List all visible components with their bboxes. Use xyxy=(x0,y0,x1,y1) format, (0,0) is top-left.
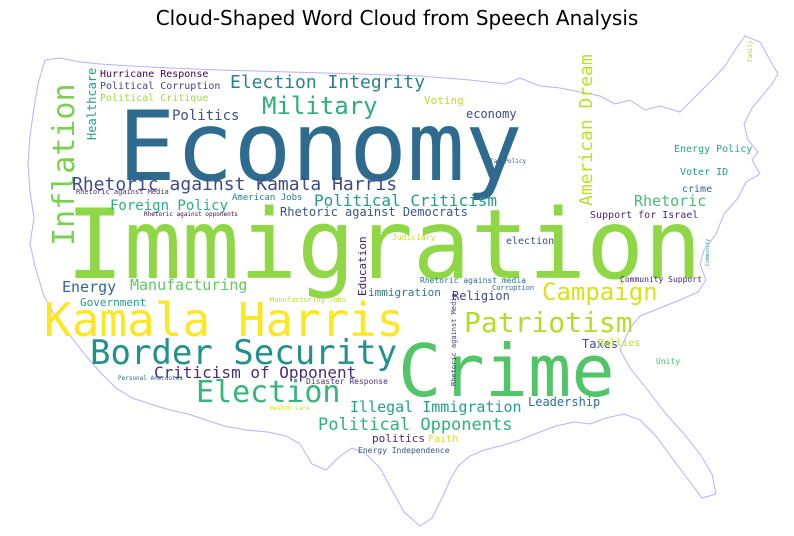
word-rhetoric-against-media: Rhetoric against Media xyxy=(450,293,458,386)
word-crime: Crime xyxy=(398,329,615,413)
word-hurricane-response: Hurricane Response xyxy=(100,69,208,80)
word-family: Family xyxy=(747,40,754,62)
word-manufacturing-jobs: Manufacturing Jobs xyxy=(270,296,346,304)
word-immigration: immigration xyxy=(368,286,441,299)
word-politics: Politics xyxy=(172,108,239,124)
word-foreign-policy: Foreign Policy xyxy=(110,198,228,214)
word-political-opponents: Political Opponents xyxy=(318,415,512,435)
word-criticism-of-opponent: Criticism of Opponent xyxy=(154,363,356,382)
word-voting: Voting xyxy=(424,94,464,107)
word-leadership: Leadership xyxy=(528,395,600,409)
word-energy-independence: Energy Independence xyxy=(358,446,450,455)
chart-title: Cloud-Shaped Word Cloud from Speech Anal… xyxy=(155,6,639,30)
word-taxes: Taxes xyxy=(582,337,618,351)
word-personal-anecdotes: Personal Anecdotes xyxy=(118,375,183,382)
word-corruption: Corruption xyxy=(492,284,534,292)
word-politics: politics xyxy=(372,432,425,445)
word-border-security: Border Security xyxy=(90,333,397,373)
word-campaign: Campaign xyxy=(542,278,658,306)
word-community: Community xyxy=(705,239,711,266)
word-unity: Unity xyxy=(656,357,680,366)
word-rhetoric-against-media: Rhetoric against Media xyxy=(76,188,169,196)
word-community-support: Community Support xyxy=(620,275,702,284)
word-economy: economy xyxy=(466,107,517,121)
word-crime: crime xyxy=(682,184,712,195)
word-rhetoric-against-kamala-harris: Rhetoric against Kamala Harris xyxy=(72,174,397,195)
word-religion: Religion xyxy=(452,289,510,303)
word-political-corruption: Political Corruption xyxy=(100,81,220,92)
word-manufacturing: Manufacturing xyxy=(130,276,247,294)
word-political-criticism: Political Criticism xyxy=(314,191,497,210)
word-voter-id: Voter ID xyxy=(680,167,728,178)
word-military: Military xyxy=(262,92,378,120)
word-judiciary: Judiciary xyxy=(392,233,436,242)
word-energy: Energy xyxy=(62,278,116,296)
word-support-for-israel: Support for Israel xyxy=(590,210,698,221)
us-map-outline xyxy=(27,35,779,527)
word-election: election xyxy=(506,236,554,247)
word-election-integrity: Election Integrity xyxy=(230,72,425,93)
word-american-jobs: American Jobs xyxy=(232,193,302,203)
word-faith: Faith xyxy=(428,434,458,445)
word-kamala-harris: Kamala Harris xyxy=(44,293,404,347)
word-rhetoric-against-democrats: Rhetoric against Democrats xyxy=(280,205,468,219)
word-energy-policy: Energy Policy xyxy=(674,144,752,155)
word-disaster-response: Disaster Response xyxy=(306,377,388,386)
word-health-care: Health Care xyxy=(270,405,310,412)
word-government: Government xyxy=(80,296,146,309)
word-tax-policy: Tax Policy xyxy=(490,158,527,165)
word-american-dream: American Dream xyxy=(576,54,597,206)
word-inflation: Inflation xyxy=(47,83,82,246)
word-illegal-immigration: Illegal Immigration xyxy=(350,398,522,416)
word-rhetoric-against-opponents: Rhetoric against opponents xyxy=(144,211,238,218)
word-immigration: Immigration xyxy=(66,189,702,301)
word-patriotism: Patriotism xyxy=(464,306,633,339)
word-healthcare: Healthcare xyxy=(85,68,99,140)
word-political-critique: Political Critique xyxy=(100,93,208,104)
word-rhetoric: Rhetoric xyxy=(634,192,706,210)
word-election: Election xyxy=(196,375,341,410)
word-economy: Economy xyxy=(118,91,523,203)
word-rhetoric-against-media: Rhetoric against media xyxy=(420,276,526,285)
word-education: Education xyxy=(356,236,369,296)
word-rallies: Rallies xyxy=(598,338,640,349)
